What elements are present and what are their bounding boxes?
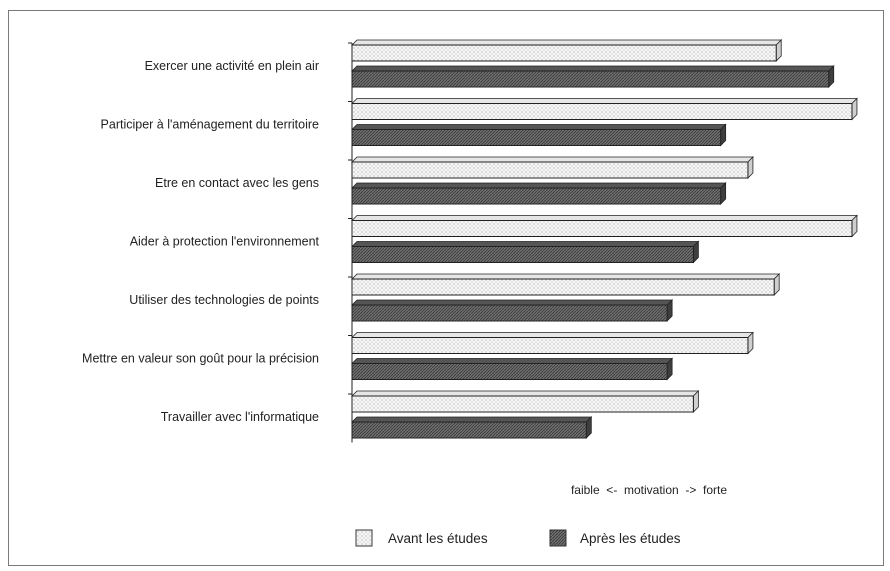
chart: Exercer une activité en plein air Partici… <box>82 39 858 547</box>
bar-top-face <box>351 215 858 221</box>
bar-before-6 <box>351 331 754 355</box>
bar-front-face <box>351 103 853 120</box>
axis-note: faible <- motivation -> forte <box>571 483 727 497</box>
bar-top-face <box>351 332 754 338</box>
bar-front-face <box>351 220 853 237</box>
bar-before-2 <box>351 97 858 121</box>
legend-label-before: Avant les études <box>388 531 488 546</box>
category-label-5: Utiliser des technologies de points <box>129 293 319 307</box>
bar-top-face <box>351 358 674 364</box>
bar-top-face <box>351 156 754 163</box>
category-label-3: Etre en contact avec les gens <box>155 176 319 190</box>
bar-front-face <box>351 129 722 146</box>
bar-before-4 <box>351 214 858 238</box>
bar-front-face <box>351 70 830 88</box>
chart-frame: Exercer une activité en plein air Partici… <box>8 10 884 566</box>
bars <box>351 39 858 439</box>
bar-front-face <box>351 363 668 380</box>
bar-top-face <box>351 182 727 189</box>
bar-after-2 <box>351 123 727 147</box>
bar-before-5 <box>351 273 781 296</box>
bar-front-face <box>351 187 722 205</box>
bar-before-7 <box>351 390 700 413</box>
bar-front-face <box>351 278 775 296</box>
category-label-2: Participer à l'aménagement du territoire <box>101 118 320 132</box>
bar-front-face <box>351 44 777 62</box>
bar-front-face <box>351 304 668 322</box>
bar-top-face <box>351 124 727 130</box>
category-labels: Exercer une activité en plein air Partici… <box>82 59 319 424</box>
bar-after-5 <box>351 299 674 322</box>
bar-top-face <box>351 98 858 104</box>
bar-before-3 <box>351 156 754 179</box>
axis <box>348 42 353 443</box>
category-label-7: Travailler avec l'informatique <box>161 410 319 424</box>
category-label-4: Aider à protection l'environnement <box>130 235 320 249</box>
legend-swatch-before <box>355 529 373 547</box>
bar-after-1 <box>351 65 835 88</box>
bar-after-3 <box>351 182 727 205</box>
bar-front-face <box>351 337 749 354</box>
bar-top-face <box>351 273 781 280</box>
bar-after-6 <box>351 357 674 381</box>
bar-before-1 <box>351 39 783 62</box>
bar-front-face <box>351 246 694 263</box>
bar-top-face <box>351 299 674 306</box>
category-label-1: Exercer une activité en plein air <box>145 59 319 73</box>
bar-top-face <box>351 65 835 72</box>
bar-front-face <box>351 421 587 439</box>
category-label-6: Mettre en valeur son goût pour la précis… <box>82 352 319 366</box>
legend-label-after: Après les études <box>580 531 681 546</box>
legend-swatch-after <box>549 529 567 547</box>
bar-top-face <box>351 390 700 397</box>
bar-top-face <box>351 416 593 423</box>
bar-front-face <box>351 161 749 179</box>
bar-top-face <box>351 39 783 46</box>
bar-after-4 <box>351 240 700 264</box>
legend: Avant les études Après les études <box>355 529 681 547</box>
bar-top-face <box>351 241 700 247</box>
bar-front-face <box>351 395 694 413</box>
bar-after-7 <box>351 416 593 439</box>
